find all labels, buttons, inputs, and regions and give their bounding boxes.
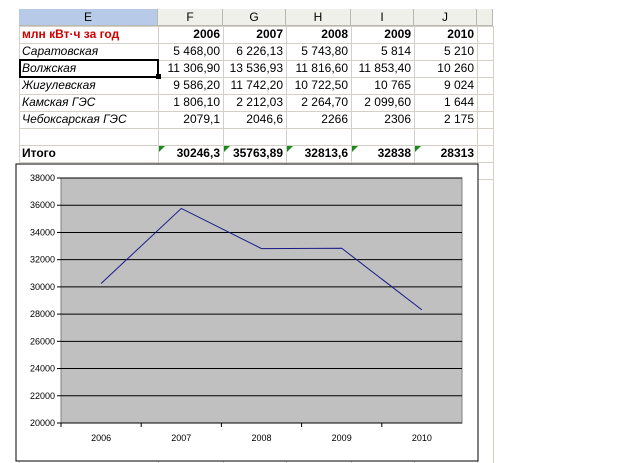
row-gridline — [19, 77, 493, 78]
year-header-cell[interactable]: 2009 — [384, 27, 411, 41]
value-cell[interactable]: 5 210 — [443, 44, 474, 58]
value-cell[interactable]: 1 644 — [443, 95, 474, 109]
total-value-cell[interactable]: 32813,6 — [304, 146, 348, 160]
error-indicator-icon — [352, 146, 358, 152]
row-gridline — [19, 111, 493, 112]
x-tick-label: 2008 — [251, 433, 271, 443]
station-name-cell[interactable]: Жигулевская — [22, 78, 96, 92]
station-name-cell[interactable]: Камская ГЭС — [22, 95, 96, 109]
row-gridline — [19, 60, 493, 61]
value-cell[interactable]: 9 586,20 — [173, 78, 220, 92]
column-gridline — [493, 26, 494, 463]
station-name-cell[interactable]: Саратовская — [22, 44, 99, 58]
x-axis-ticks: 2006 2007 2008 2009 2010 — [60, 423, 432, 443]
station-name-cell[interactable]: Чебоксарская ГЭС — [22, 112, 127, 126]
y-tick-label: 34000 — [30, 227, 55, 237]
error-indicator-icon — [224, 146, 230, 152]
y-axis-ticks: 20000 22000 24000 26000 28000 30000 32000 34000… — [30, 173, 61, 428]
value-cell[interactable]: 2 099,60 — [364, 95, 411, 109]
y-tick-label: 24000 — [30, 364, 55, 374]
y-tick-label: 20000 — [30, 418, 55, 428]
column-header-extra[interactable] — [477, 9, 493, 26]
value-cell[interactable]: 5 743,80 — [301, 44, 348, 58]
value-cell[interactable]: 6 226,13 — [236, 44, 283, 58]
series-line[interactable] — [100, 207, 423, 311]
station-name-cell[interactable]: Волжская — [22, 61, 77, 75]
fill-handle[interactable] — [156, 74, 161, 79]
year-header-cell[interactable]: 2007 — [256, 27, 283, 41]
x-tick-label: 2009 — [332, 433, 352, 443]
y-tick-label: 30000 — [30, 282, 55, 292]
row-gridline — [19, 128, 493, 129]
y-tick-label: 26000 — [30, 336, 55, 346]
value-cell[interactable]: 11 306,90 — [167, 61, 221, 75]
column-header-f[interactable]: F — [158, 9, 223, 26]
value-cell[interactable]: 2 212,03 — [236, 95, 283, 109]
total-value-cell[interactable]: 32838 — [377, 146, 411, 160]
value-cell[interactable]: 2266 — [321, 112, 348, 126]
units-label-cell[interactable]: млн кВт·ч за год — [22, 27, 120, 41]
row-gridline — [19, 26, 493, 27]
value-cell[interactable]: 5 468,00 — [173, 44, 220, 58]
value-cell[interactable]: 2046,6 — [246, 112, 283, 126]
y-gridlines — [61, 177, 462, 424]
x-tick-label: 2007 — [171, 433, 191, 443]
selected-cell-border — [19, 59, 159, 78]
value-cell[interactable]: 10 765 — [374, 78, 411, 92]
column-header-g[interactable]: G — [223, 9, 286, 26]
value-cell[interactable]: 10 722,50 — [294, 78, 348, 92]
column-header-j[interactable]: J — [414, 9, 477, 26]
plot-area[interactable] — [60, 177, 463, 424]
total-value-cell[interactable]: 30246,3 — [176, 146, 220, 160]
year-header-cell[interactable]: 2010 — [447, 27, 474, 41]
total-value-cell[interactable]: 35763,89 — [232, 146, 283, 160]
value-cell[interactable]: 2306 — [384, 112, 411, 126]
column-header-h[interactable]: H — [286, 9, 351, 26]
y-tick-label: 36000 — [30, 200, 55, 210]
year-header-cell[interactable]: 2006 — [193, 27, 220, 41]
y-tick-label: 22000 — [30, 391, 55, 401]
value-cell[interactable]: 10 260 — [437, 61, 474, 75]
error-indicator-icon — [415, 146, 421, 152]
value-cell[interactable]: 11 853,40 — [358, 61, 412, 75]
value-cell[interactable]: 13 536,93 — [229, 61, 283, 75]
y-tick-label: 32000 — [30, 255, 55, 265]
year-header-cell[interactable]: 2008 — [321, 27, 348, 41]
value-cell[interactable]: 11 742,20 — [230, 78, 284, 92]
value-cell[interactable]: 2 175 — [443, 112, 474, 126]
value-cell[interactable]: 2079,1 — [183, 112, 220, 126]
row-gridline — [19, 162, 493, 163]
x-tick-label: 2010 — [412, 433, 432, 443]
column-header-e[interactable]: E — [19, 9, 158, 26]
row-gridline — [19, 94, 493, 95]
value-cell[interactable]: 11 816,60 — [295, 61, 349, 75]
x-tick-label: 2006 — [91, 433, 111, 443]
error-indicator-icon — [287, 146, 293, 152]
value-cell[interactable]: 5 814 — [380, 44, 411, 58]
error-indicator-icon — [159, 146, 165, 152]
value-cell[interactable]: 9 024 — [443, 78, 474, 92]
row-gridline — [19, 43, 493, 44]
value-cell[interactable]: 2 264,70 — [301, 95, 348, 109]
column-header-i[interactable]: I — [351, 9, 414, 26]
value-cell[interactable]: 1 806,10 — [173, 95, 220, 109]
row-gridline — [19, 145, 493, 146]
total-value-cell[interactable]: 28313 — [440, 146, 474, 160]
total-label-cell[interactable]: Итого — [22, 146, 56, 160]
y-tick-label: 38000 — [30, 173, 55, 183]
y-tick-label: 28000 — [30, 309, 55, 319]
